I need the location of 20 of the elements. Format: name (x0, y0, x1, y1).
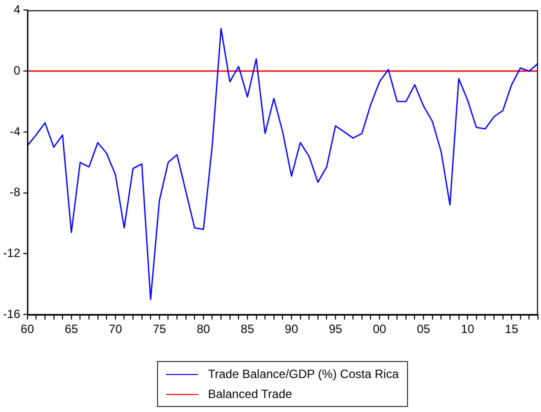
y-tick-label: 0 (14, 63, 21, 78)
x-tick-label: 75 (152, 322, 166, 336)
x-tick-label: 70 (108, 322, 122, 336)
x-tick-label: 80 (196, 322, 210, 336)
x-tick-label: 95 (328, 322, 342, 336)
x-tick-label: 15 (504, 322, 519, 336)
legend-label: Trade Balance/GDP (%) Costa Rica (208, 367, 399, 381)
legend-label: Balanced Trade (208, 387, 292, 401)
y-tick-label: -16 (3, 306, 21, 321)
y-tick-label: -4 (10, 124, 21, 138)
y-tick-label: -12 (3, 246, 21, 260)
x-tick-label: 65 (64, 322, 78, 336)
x-tick-label: 90 (284, 322, 298, 336)
y-tick-label: 4 (14, 2, 21, 17)
x-tick-label: 00 (372, 322, 387, 336)
x-tick-label: 60 (20, 322, 34, 336)
y-tick-label: -8 (10, 185, 21, 200)
x-tick-label: 05 (416, 322, 431, 336)
x-tick-label: 85 (240, 322, 254, 336)
x-tick-label: 10 (460, 322, 475, 336)
